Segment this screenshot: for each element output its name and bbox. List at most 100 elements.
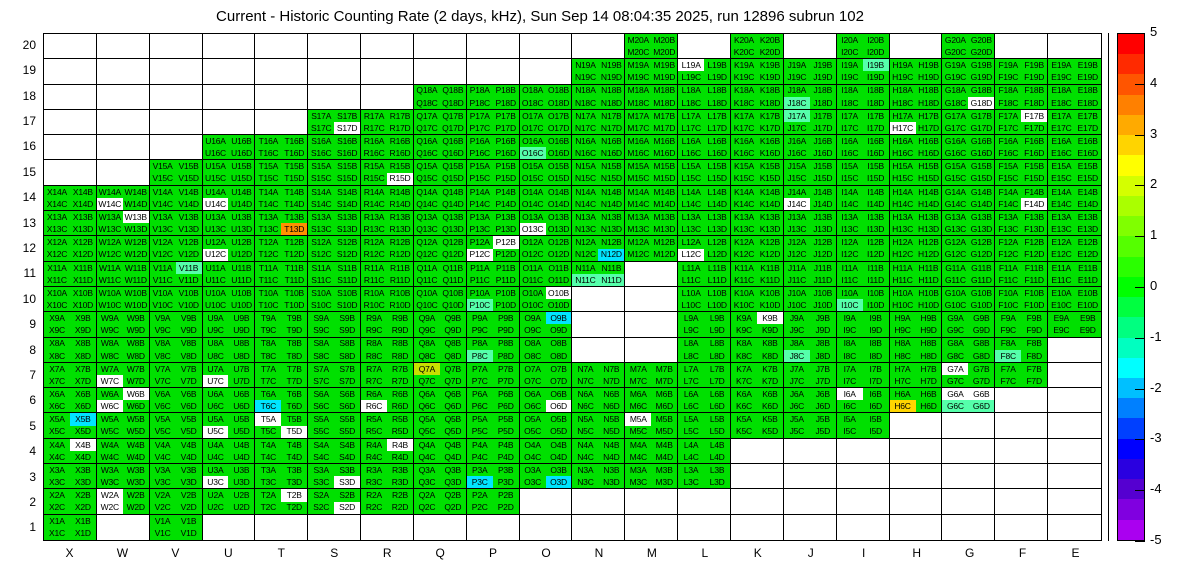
heatmap-subcell-E15D[interactable]: E15D: [1074, 172, 1101, 185]
heatmap-subcell-H15D[interactable]: H15D: [915, 172, 942, 185]
heatmap-cell-R16[interactable]: R16A R16B R16C R16D: [361, 135, 414, 161]
heatmap-subcell-N17B[interactable]: N17B: [598, 109, 625, 123]
heatmap-subcell-R4B[interactable]: R4B: [387, 438, 413, 451]
heatmap-subcell-M3D[interactable]: M3D: [651, 476, 678, 489]
heatmap-subcell-Q2A[interactable]: Q2A: [413, 489, 440, 502]
heatmap-subcell-I6C[interactable]: I6C: [836, 400, 863, 413]
heatmap-subcell-I18B[interactable]: I18B: [862, 84, 889, 97]
heatmap-subcell-I9B[interactable]: I9B: [862, 312, 889, 325]
heatmap-subcell-Q15A[interactable]: Q15A: [413, 160, 440, 173]
heatmap-cell-O15[interactable]: O15A O15B O15C O15D: [519, 160, 573, 186]
heatmap-cell-W14[interactable]: W14A W14B W14C W14D: [96, 185, 150, 212]
heatmap-cell-V6[interactable]: V6A V6B V6C V6D: [149, 388, 203, 414]
heatmap-cell-G11[interactable]: G11A G11B G11C G11D: [942, 261, 996, 287]
heatmap-subcell-X1C[interactable]: X1C: [44, 527, 70, 540]
heatmap-subcell-V1A[interactable]: V1A: [149, 514, 176, 528]
heatmap-cell-I1[interactable]: [836, 514, 890, 540]
heatmap-subcell-E9B[interactable]: E9B: [1074, 312, 1101, 325]
heatmap-subcell-R13A[interactable]: R13A: [361, 211, 388, 224]
heatmap-subcell-O7B[interactable]: O7B: [545, 362, 572, 376]
heatmap-subcell-S4B[interactable]: S4B: [334, 438, 361, 451]
heatmap-subcell-P12D[interactable]: P12D: [492, 248, 519, 261]
heatmap-subcell-E16B[interactable]: E16B: [1074, 135, 1101, 148]
heatmap-cell-I12[interactable]: I12A I12B I12C I12D: [836, 236, 890, 262]
heatmap-cell-N20[interactable]: [572, 34, 626, 60]
heatmap-subcell-L9A[interactable]: L9A: [678, 312, 705, 325]
heatmap-subcell-W10D[interactable]: W10D: [122, 299, 149, 312]
heatmap-subcell-N17D[interactable]: N17D: [598, 122, 625, 135]
heatmap-subcell-H6C[interactable]: H6C: [889, 400, 916, 413]
heatmap-subcell-N12D[interactable]: N12D: [598, 248, 625, 261]
heatmap-subcell-N5A[interactable]: N5A: [572, 413, 599, 426]
heatmap-cell-S4[interactable]: S4A S4B S4C S4D: [308, 438, 362, 465]
heatmap-subcell-H9D[interactable]: H9D: [915, 324, 942, 337]
heatmap-subcell-X3D[interactable]: X3D: [69, 476, 96, 489]
heatmap-subcell-H17D[interactable]: H17D: [915, 122, 942, 135]
heatmap-subcell-U9C[interactable]: U9C: [202, 324, 229, 337]
heatmap-subcell-L18C[interactable]: L18C: [678, 96, 705, 109]
heatmap-subcell-H7B[interactable]: H7B: [915, 362, 942, 376]
heatmap-subcell-H18B[interactable]: H18B: [915, 84, 942, 97]
heatmap-subcell-J15D[interactable]: J15D: [809, 172, 836, 185]
heatmap-subcell-F19A[interactable]: F19A: [995, 59, 1022, 72]
heatmap-subcell-N3D[interactable]: N3D: [598, 476, 625, 489]
heatmap-cell-H5[interactable]: [889, 413, 943, 439]
heatmap-cell-W6[interactable]: W6A W6B W6C W6D: [96, 388, 150, 414]
heatmap-subcell-F7B[interactable]: F7B: [1021, 362, 1048, 376]
heatmap-subcell-J7B[interactable]: J7B: [809, 362, 836, 376]
heatmap-subcell-Q4B[interactable]: Q4B: [439, 438, 466, 451]
heatmap-cell-Q18[interactable]: Q18A Q18B Q18C Q18D: [413, 84, 467, 110]
heatmap-cell-L16[interactable]: L16A L16B L16C L16D: [678, 135, 732, 161]
heatmap-subcell-E19B[interactable]: E19B: [1074, 59, 1101, 72]
heatmap-subcell-L9B[interactable]: L9B: [704, 312, 731, 325]
heatmap-grid[interactable]: M20A M20B M20C M20D K20A K20B K20C K20D I20A I20B…: [44, 34, 1101, 540]
heatmap-subcell-F18B[interactable]: F18B: [1021, 84, 1048, 97]
heatmap-subcell-U16D[interactable]: U16D: [228, 147, 255, 160]
heatmap-subcell-U15C[interactable]: U15C: [202, 172, 229, 185]
heatmap-subcell-W6D[interactable]: W6D: [122, 400, 149, 413]
heatmap-subcell-F8A[interactable]: F8A: [995, 337, 1022, 350]
heatmap-subcell-J18D[interactable]: J18D: [809, 96, 836, 109]
heatmap-subcell-U12D[interactable]: U12D: [228, 248, 255, 261]
heatmap-cell-X3[interactable]: X3A X3B X3C X3D: [44, 464, 97, 490]
heatmap-subcell-K8D[interactable]: K8D: [756, 349, 783, 362]
heatmap-subcell-Q10B[interactable]: Q10B: [439, 286, 466, 300]
heatmap-cell-K13[interactable]: K13A K13B K13C K13D: [731, 211, 784, 237]
heatmap-subcell-J16A[interactable]: J16A: [783, 135, 810, 148]
heatmap-subcell-P2C[interactable]: P2C: [466, 501, 493, 514]
heatmap-cell-N11[interactable]: N11A N11B N11C N11D: [572, 261, 626, 287]
heatmap-subcell-T14A[interactable]: T14A: [255, 185, 282, 198]
heatmap-cell-E14[interactable]: E14A E14B E14C E14D: [1048, 185, 1101, 212]
heatmap-subcell-G14C[interactable]: G14C: [942, 197, 969, 211]
heatmap-subcell-P6C[interactable]: P6C: [466, 400, 493, 413]
heatmap-cell-W10[interactable]: W10A W10B W10C W10D: [96, 286, 150, 313]
heatmap-subcell-V10C[interactable]: V10C: [149, 299, 176, 312]
heatmap-subcell-O9B[interactable]: O9B: [545, 312, 572, 325]
heatmap-subcell-X6B[interactable]: X6B: [69, 388, 96, 401]
heatmap-subcell-S10B[interactable]: S10B: [334, 286, 361, 300]
heatmap-subcell-K17B[interactable]: K17B: [756, 109, 783, 123]
heatmap-subcell-X4C[interactable]: X4C: [44, 450, 70, 464]
heatmap-subcell-Q7D[interactable]: Q7D: [439, 375, 466, 388]
heatmap-subcell-P5B[interactable]: P5B: [492, 413, 519, 426]
heatmap-subcell-Q12D[interactable]: Q12D: [439, 248, 466, 261]
heatmap-cell-V1[interactable]: V1A V1B V1C V1D: [149, 514, 203, 540]
heatmap-subcell-U7A[interactable]: U7A: [202, 362, 229, 376]
heatmap-subcell-R12C[interactable]: R12C: [361, 248, 388, 261]
heatmap-subcell-O14A[interactable]: O14A: [519, 185, 546, 198]
heatmap-cell-S8[interactable]: S8A S8B S8C S8D: [308, 337, 362, 363]
heatmap-subcell-Q14D[interactable]: Q14D: [439, 197, 466, 211]
heatmap-subcell-M4A[interactable]: M4A: [625, 438, 652, 451]
heatmap-subcell-K12B[interactable]: K12B: [756, 236, 783, 249]
heatmap-subcell-R15A[interactable]: R15A: [361, 160, 388, 173]
heatmap-subcell-M16D[interactable]: M16D: [651, 147, 678, 160]
heatmap-subcell-P17A[interactable]: P17A: [466, 109, 493, 123]
heatmap-subcell-K6A[interactable]: K6A: [731, 388, 757, 401]
heatmap-subcell-T15D[interactable]: T15D: [281, 172, 308, 185]
heatmap-subcell-G14A[interactable]: G14A: [942, 185, 969, 198]
heatmap-cell-Q19[interactable]: [413, 59, 467, 85]
heatmap-subcell-S5D[interactable]: S5D: [334, 425, 361, 438]
heatmap-cell-O10[interactable]: O10A O10B O10C O10D: [519, 286, 573, 313]
heatmap-subcell-K18A[interactable]: K18A: [731, 84, 757, 97]
heatmap-subcell-T4C[interactable]: T4C: [255, 450, 282, 464]
